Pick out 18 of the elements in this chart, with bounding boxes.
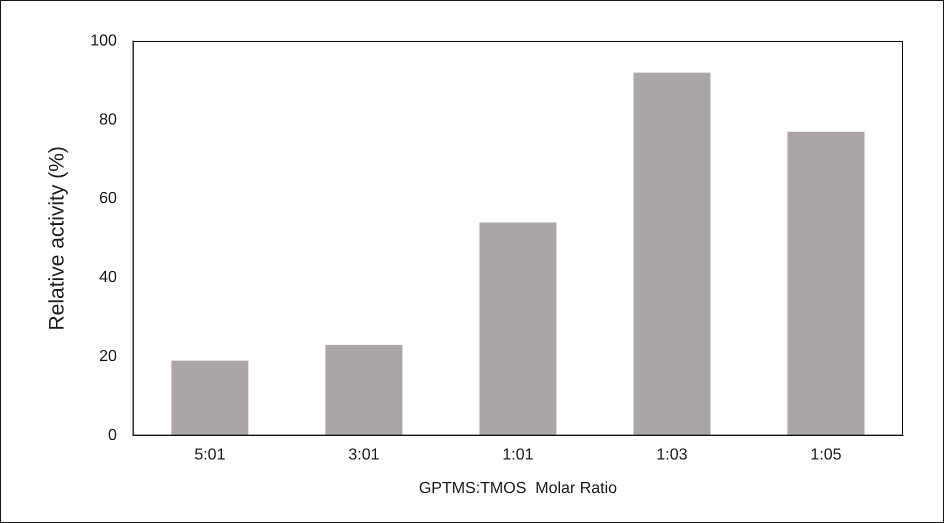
- y-tick-label: 40: [99, 269, 117, 286]
- bar: [633, 72, 710, 436]
- bar: [171, 360, 248, 436]
- y-tick-label: 20: [99, 348, 117, 366]
- x-tick-label: 1:01: [502, 446, 534, 464]
- x-tick-label: 1:05: [810, 446, 842, 464]
- bar: [787, 132, 864, 436]
- x-tick-label: 3:01: [348, 446, 380, 464]
- y-tick-label: 0: [108, 427, 117, 444]
- y-tick-label: 100: [90, 32, 117, 50]
- bar: [325, 344, 402, 436]
- bar: [479, 222, 556, 436]
- x-axis-title: GPTMS:TMOS Molar Ratio: [418, 480, 618, 497]
- x-tick-label: 1:03: [656, 446, 688, 464]
- x-tick-label: 5:01: [194, 446, 226, 464]
- y-axis-title: Relative activity (%): [45, 146, 68, 330]
- y-tick-label: 80: [99, 111, 117, 128]
- y-tick-label: 60: [99, 190, 117, 208]
